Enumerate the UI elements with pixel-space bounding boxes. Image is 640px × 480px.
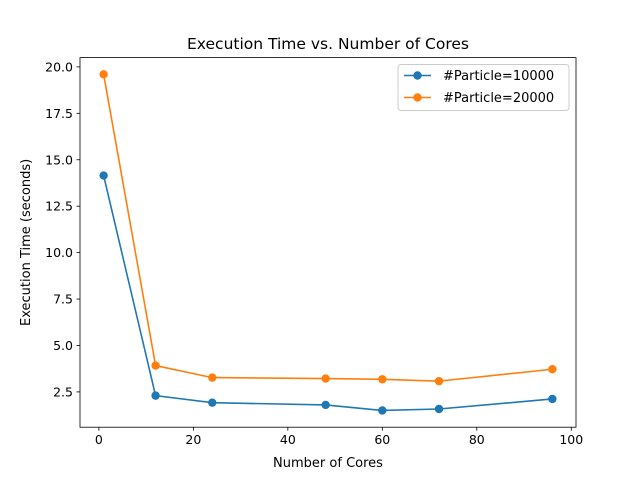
x-tick-label: 100 <box>559 432 583 447</box>
x-axis: 0 20 40 60 80 100 <box>95 427 583 447</box>
data-point <box>99 171 108 180</box>
y-axis-label: Execution Time (seconds) <box>19 159 34 326</box>
legend-marker <box>413 93 422 102</box>
data-point <box>99 70 108 79</box>
legend-label: #Particle=10000 <box>443 69 554 84</box>
data-point <box>321 400 330 410</box>
series-1 <box>99 171 557 415</box>
y-tick-label: 10.0 <box>45 245 73 260</box>
data-point <box>151 361 160 370</box>
plot-frame <box>79 57 577 428</box>
y-tick-label: 20.0 <box>45 59 73 74</box>
y-tick-label: 5.0 <box>53 338 73 353</box>
legend-item: #Particle=20000 <box>404 91 554 106</box>
chart-title: Execution Time vs. Number of Cores <box>187 35 469 53</box>
data-point <box>378 375 387 384</box>
x-tick-label: 60 <box>374 432 390 447</box>
x-tick-label: 20 <box>185 432 201 447</box>
legend-label: #Particle=20000 <box>443 91 554 106</box>
legend-marker <box>413 71 422 80</box>
legend: #Particle=10000 #Particle=20000 <box>397 64 570 111</box>
data-point <box>548 394 557 404</box>
y-tick-label: 12.5 <box>45 199 73 214</box>
legend-item: #Particle=10000 <box>404 69 554 84</box>
y-tick-label: 2.5 <box>53 384 73 399</box>
data-point <box>378 406 387 415</box>
series-group <box>99 70 557 415</box>
data-point <box>208 373 217 382</box>
y-axis: 2.5 5.0 7.5 10.0 12.5 15.0 17.5 20.0 <box>45 59 80 399</box>
data-point <box>434 376 444 386</box>
y-tick-label: 15.0 <box>45 152 73 167</box>
data-point <box>321 374 330 383</box>
x-tick-label: 40 <box>280 432 296 447</box>
data-point <box>548 365 557 374</box>
series-2 <box>99 70 557 386</box>
y-tick-label: 7.5 <box>53 292 73 307</box>
y-tick-label: 17.5 <box>45 106 73 121</box>
x-axis-label: Number of Cores <box>273 456 383 471</box>
x-tick-label: 80 <box>469 432 485 447</box>
series-line <box>102 74 553 382</box>
data-point <box>151 391 160 400</box>
data-point <box>208 398 217 407</box>
data-point <box>434 404 444 414</box>
legend-box <box>397 64 570 111</box>
x-tick-label: 0 <box>95 432 103 447</box>
